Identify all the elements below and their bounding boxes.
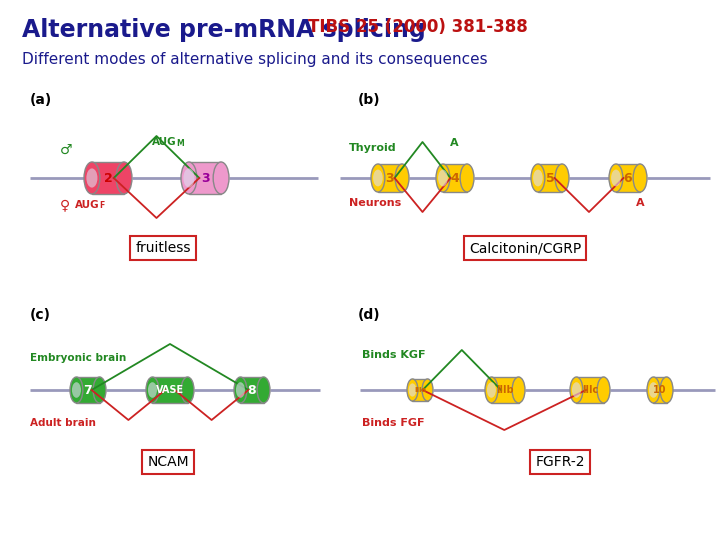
Text: fruitless: fruitless — [135, 241, 191, 255]
Ellipse shape — [116, 162, 132, 194]
Text: Different modes of alternative splicing and its consequences: Different modes of alternative splicing … — [22, 52, 487, 67]
Text: 10: 10 — [653, 385, 667, 395]
Ellipse shape — [407, 379, 418, 401]
Text: Binds KGF: Binds KGF — [362, 350, 426, 360]
Text: (b): (b) — [358, 93, 381, 107]
Bar — [492, 377, 518, 403]
Ellipse shape — [409, 383, 416, 396]
Text: 3: 3 — [386, 172, 395, 185]
Ellipse shape — [236, 382, 245, 398]
Text: 4: 4 — [451, 172, 459, 185]
Text: AUG: AUG — [75, 200, 99, 210]
Ellipse shape — [146, 377, 159, 403]
Text: (d): (d) — [358, 308, 381, 322]
Text: TIBS 25 (2000) 381-388: TIBS 25 (2000) 381-388 — [308, 18, 528, 36]
Text: 2: 2 — [104, 172, 112, 185]
Ellipse shape — [181, 377, 194, 403]
Text: IIIa: IIIa — [414, 387, 426, 393]
Text: Binds FGF: Binds FGF — [362, 418, 425, 428]
Bar — [654, 377, 667, 403]
Ellipse shape — [572, 382, 581, 398]
Bar — [616, 164, 640, 192]
Ellipse shape — [93, 377, 106, 403]
Text: Thyroid: Thyroid — [349, 143, 397, 153]
Text: AUG: AUG — [152, 137, 176, 147]
Text: Alternative pre-mRNA splicing: Alternative pre-mRNA splicing — [22, 18, 426, 42]
Text: NCAM: NCAM — [147, 455, 189, 469]
Bar — [189, 162, 221, 194]
Text: 3: 3 — [201, 172, 210, 185]
Bar — [443, 164, 467, 192]
Ellipse shape — [555, 164, 569, 192]
Bar — [240, 377, 264, 403]
Text: A: A — [450, 138, 459, 148]
Bar — [538, 164, 562, 192]
Text: ♀: ♀ — [60, 198, 70, 212]
Text: Embryonic brain: Embryonic brain — [30, 353, 126, 363]
Text: Adult brain: Adult brain — [30, 418, 96, 428]
Text: ♂: ♂ — [60, 143, 73, 157]
Ellipse shape — [512, 377, 525, 403]
Text: F: F — [99, 201, 104, 210]
Ellipse shape — [181, 162, 197, 194]
Ellipse shape — [422, 379, 433, 401]
Ellipse shape — [86, 168, 97, 187]
Text: 7: 7 — [84, 383, 92, 396]
Text: VASE: VASE — [156, 385, 184, 395]
Text: IIIb: IIIb — [496, 385, 514, 395]
Text: Neurons: Neurons — [349, 198, 401, 208]
Ellipse shape — [597, 377, 610, 403]
Ellipse shape — [660, 377, 673, 403]
Text: IIIc: IIIc — [582, 385, 598, 395]
Text: 6: 6 — [624, 172, 632, 185]
Ellipse shape — [373, 170, 383, 186]
Bar — [378, 164, 402, 192]
Text: (c): (c) — [30, 308, 51, 322]
Ellipse shape — [533, 170, 543, 186]
Ellipse shape — [70, 377, 83, 403]
Bar — [413, 379, 428, 401]
Text: 5: 5 — [546, 172, 554, 185]
Ellipse shape — [257, 377, 270, 403]
Ellipse shape — [371, 164, 385, 192]
Ellipse shape — [487, 382, 496, 398]
Bar — [92, 162, 124, 194]
Ellipse shape — [611, 170, 621, 186]
Text: Calcitonin/CGRP: Calcitonin/CGRP — [469, 241, 581, 255]
Text: (a): (a) — [30, 93, 53, 107]
Text: FGFR-2: FGFR-2 — [535, 455, 585, 469]
Ellipse shape — [148, 382, 157, 398]
Text: A: A — [636, 198, 644, 208]
Ellipse shape — [184, 168, 194, 187]
Ellipse shape — [213, 162, 229, 194]
Ellipse shape — [234, 377, 247, 403]
Ellipse shape — [436, 164, 450, 192]
Text: M: M — [176, 139, 184, 148]
Text: 8: 8 — [248, 383, 256, 396]
Ellipse shape — [72, 382, 81, 398]
Bar — [577, 377, 603, 403]
Ellipse shape — [485, 377, 498, 403]
Ellipse shape — [395, 164, 409, 192]
Ellipse shape — [647, 377, 660, 403]
Ellipse shape — [609, 164, 623, 192]
Ellipse shape — [633, 164, 647, 192]
Bar — [76, 377, 99, 403]
Ellipse shape — [84, 162, 100, 194]
Ellipse shape — [438, 170, 448, 186]
Ellipse shape — [531, 164, 545, 192]
Ellipse shape — [570, 377, 583, 403]
Bar — [153, 377, 188, 403]
Ellipse shape — [649, 382, 658, 398]
Ellipse shape — [460, 164, 474, 192]
